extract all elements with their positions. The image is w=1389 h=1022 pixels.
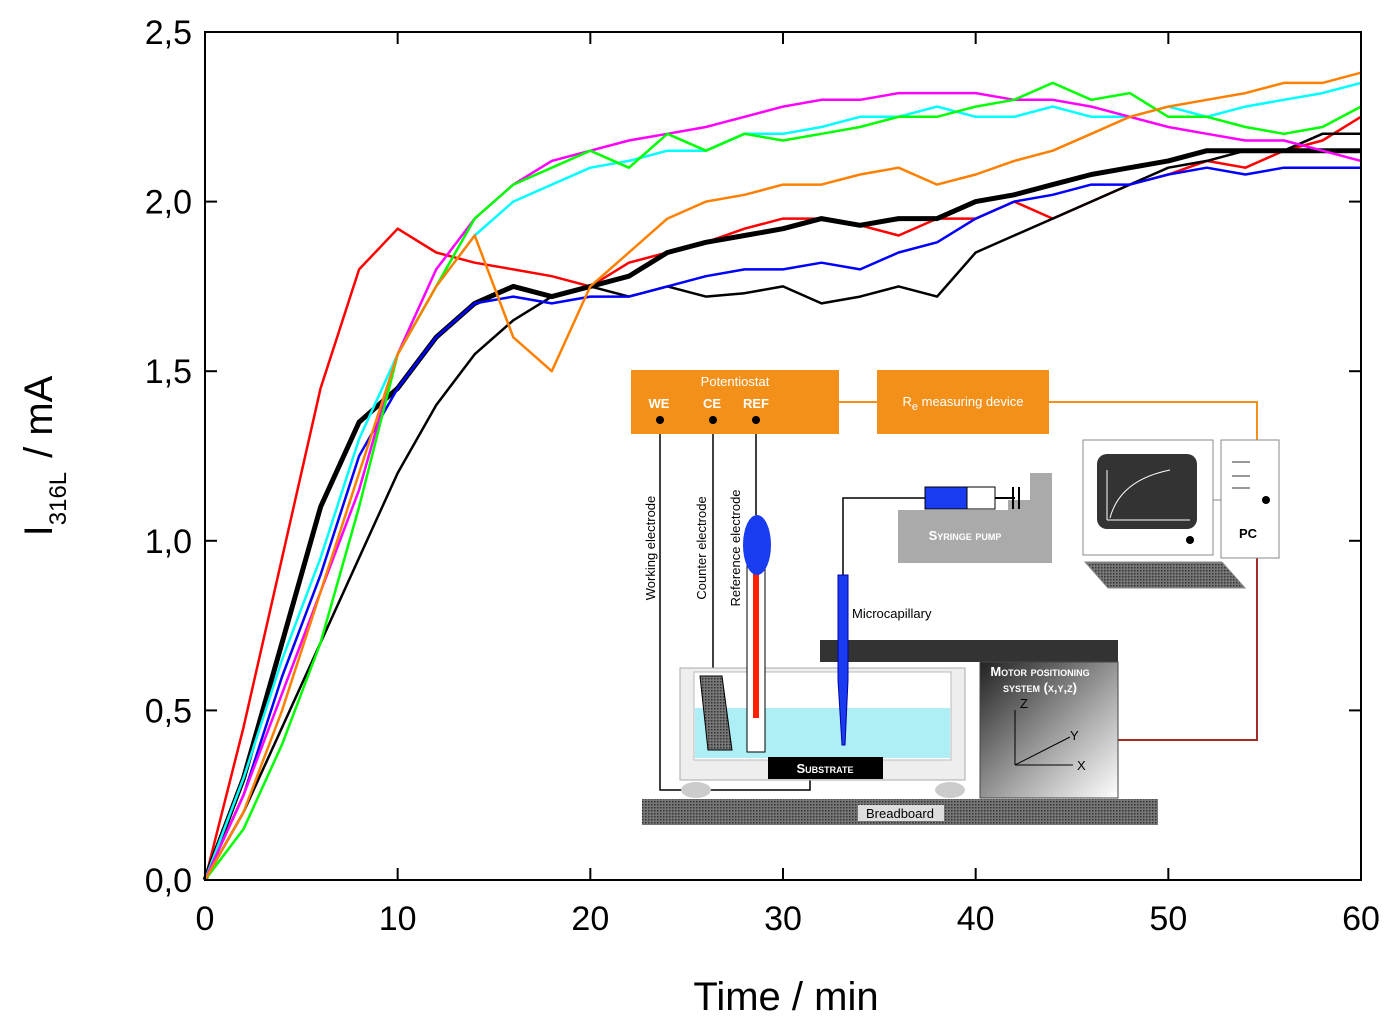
electrolyte bbox=[695, 708, 950, 758]
x-tick-label: 50 bbox=[1149, 900, 1187, 938]
motor-label: system (x,y,z) bbox=[1003, 680, 1077, 695]
reference-cap bbox=[743, 515, 771, 575]
wire bbox=[659, 420, 811, 791]
drive-slots bbox=[1232, 461, 1250, 489]
re-device-label: Re measuring device bbox=[902, 394, 1023, 413]
microcapillary-label: Microcapillary bbox=[852, 606, 932, 621]
stage-plate bbox=[820, 640, 1118, 662]
axes-glyph bbox=[1014, 710, 1073, 766]
syringe-barrel bbox=[924, 486, 968, 510]
screen bbox=[1097, 454, 1197, 529]
pc-label: PC bbox=[1239, 526, 1258, 541]
syringe-pump bbox=[898, 473, 1052, 563]
plunger-rod bbox=[995, 487, 1020, 509]
reference-wire bbox=[753, 568, 759, 718]
x-tick-label: 40 bbox=[957, 900, 995, 938]
terminal bbox=[656, 416, 664, 424]
screen-graph bbox=[1106, 469, 1190, 521]
y-tick-label: 2,0 bbox=[145, 184, 192, 222]
y-tick-label: 2,5 bbox=[145, 14, 192, 52]
series-line bbox=[203, 166, 1361, 881]
we-label: WE bbox=[649, 396, 670, 411]
setup-diagram: Potentiostat WE CE REF Re measuring devi… bbox=[631, 370, 1280, 825]
re-sub: e bbox=[912, 401, 918, 413]
syringe-pump-label: Syringe pump bbox=[929, 528, 1002, 543]
potentiostat-box bbox=[631, 370, 839, 434]
re-main: R bbox=[902, 394, 911, 409]
substrate-label: Substrate bbox=[796, 761, 853, 776]
counter-electrode bbox=[699, 675, 733, 751]
x-tick-label: 10 bbox=[379, 900, 417, 938]
x-tick-label: 30 bbox=[764, 900, 802, 938]
axis-x: X bbox=[1077, 758, 1086, 773]
y-tick-label: 1,0 bbox=[145, 523, 192, 561]
foot bbox=[681, 782, 711, 798]
x-tick-label: 60 bbox=[1342, 900, 1380, 938]
button bbox=[1186, 536, 1194, 544]
series-line bbox=[203, 132, 1361, 881]
y-tick-label: 1,5 bbox=[145, 353, 192, 391]
y-label-unit: / mA bbox=[17, 375, 61, 458]
x-axis-label: Time / min bbox=[693, 975, 878, 1019]
foot bbox=[935, 782, 965, 798]
motor-box bbox=[979, 661, 1119, 799]
axis-y: Y bbox=[1070, 728, 1079, 743]
x-tick-label: 20 bbox=[571, 900, 609, 938]
y-tick-label: 0,5 bbox=[145, 692, 192, 730]
y-tick-label: 0,0 bbox=[145, 862, 192, 900]
keyboard bbox=[1083, 561, 1247, 589]
axis-z: Z bbox=[1020, 696, 1028, 711]
re-device-box bbox=[877, 370, 1049, 434]
power-button bbox=[1262, 496, 1270, 504]
terminal bbox=[709, 416, 717, 424]
ce-wire-label: Counter electrode bbox=[694, 496, 709, 599]
wire bbox=[1118, 558, 1258, 741]
breadboard-label: Breadboard bbox=[866, 806, 934, 821]
plot-area bbox=[202, 71, 1362, 881]
syringe-plunger bbox=[966, 486, 996, 510]
y-label-sub: 316L bbox=[45, 472, 72, 525]
wire bbox=[1049, 401, 1258, 440]
series-line bbox=[203, 71, 1362, 881]
y-axis-label: I316L / mA bbox=[17, 375, 72, 536]
ref-wire-label: Reference electrode bbox=[728, 489, 743, 606]
ce-label: CE bbox=[703, 396, 721, 411]
we-wire-label: Working electrode bbox=[643, 496, 658, 601]
microcapillary bbox=[837, 574, 849, 746]
re-rest: measuring device bbox=[918, 394, 1024, 409]
potentiostat-label: Potentiostat bbox=[701, 374, 770, 389]
y-label-main: I bbox=[17, 525, 61, 536]
substrate bbox=[768, 757, 883, 779]
tube bbox=[842, 497, 925, 575]
x-tick-label: 0 bbox=[196, 900, 215, 938]
ref-label: REF bbox=[743, 396, 769, 411]
terminal bbox=[752, 416, 760, 424]
motor-label: Motor positioning bbox=[990, 664, 1089, 679]
breadboard-label-bg bbox=[858, 805, 944, 821]
